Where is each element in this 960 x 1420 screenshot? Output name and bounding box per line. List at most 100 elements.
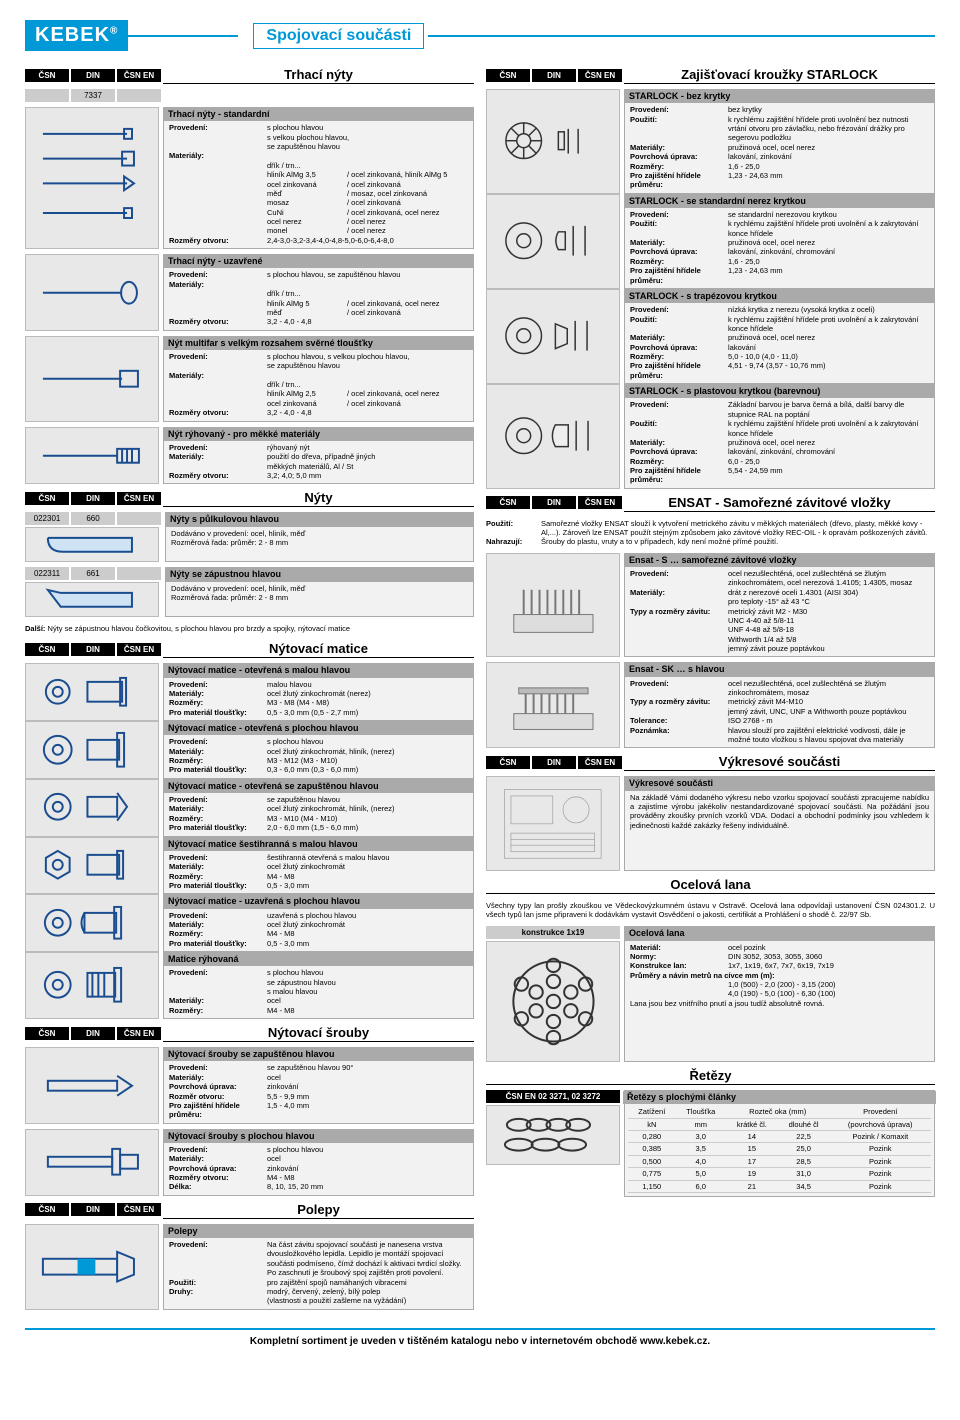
- row-trhaci-multifar: Nýt multifar s velkým rozsahem svěrné tl…: [25, 336, 474, 422]
- row-matice: Nýtovací matice - uzavřená s plochou hla…: [25, 894, 474, 952]
- product-image: [486, 194, 620, 289]
- section-header-srouby: ČSNDINČSN EN Nýtovací šrouby: [25, 1024, 474, 1042]
- box-title: STARLOCK - s trapézovou krytkou: [625, 290, 934, 303]
- box-title: Nýtovací matice - uzavřená s plochou hla…: [164, 895, 473, 908]
- product-image: [486, 553, 620, 658]
- section-title: Trhací nýty: [163, 66, 474, 84]
- product-image: [25, 582, 159, 617]
- lana-intro: Všechny typy lan prošly zkouškou ve Věde…: [486, 899, 935, 921]
- box-title: Výkresové součásti: [625, 777, 934, 790]
- section-header-matice: ČSNDINČSN EN Nýtovací matice: [25, 640, 474, 658]
- product-image: [25, 663, 159, 721]
- section-title: Výkresové součásti: [624, 753, 935, 771]
- row-ensat-1: Ensat - S … samořezné závitové vložky Pr…: [486, 553, 935, 658]
- section-title: Zajišťovací kroužky STARLOCK: [624, 66, 935, 84]
- col-csn: ČSN: [25, 69, 69, 82]
- row-matice: Nýtovací matice šestihranná s malou hlav…: [25, 837, 474, 895]
- box-title: Ocelová lana: [625, 927, 934, 940]
- row-starlock: STARLOCK - se standardní nerez krytkouPr…: [486, 194, 935, 289]
- box-title: Trhací nýty - standardní: [164, 108, 473, 121]
- product-image: [25, 1047, 159, 1124]
- section-header-trhaci: ČSN DIN ČSN EN Trhací nýty: [25, 66, 474, 84]
- product-image: [486, 89, 620, 194]
- product-image: [25, 427, 159, 485]
- product-image: [25, 1129, 159, 1196]
- box-title: Ensat - SK … s hlavou: [625, 663, 934, 676]
- section-header-vykres: ČSNDINČSN EN Výkresové součásti: [486, 753, 935, 771]
- box-title: Nýtovací matice - otevřená se zapuštěnou…: [164, 780, 473, 793]
- top-bar: KEBEK® Spojovací součásti: [25, 20, 935, 51]
- product-image: [25, 336, 159, 422]
- row-matice: Matice rýhovanáProvedení:s plochou hlavo…: [25, 952, 474, 1019]
- product-image: [25, 1224, 159, 1310]
- row-starlock: STARLOCK - s trapézovou krytkouProvedení…: [486, 289, 935, 384]
- divider: [428, 35, 935, 37]
- box-title: Řetězy s plochými články: [623, 1091, 936, 1104]
- row-trhaci-std: Trhací nýty - standardní Provedení:s plo…: [25, 107, 474, 249]
- section-header-starlock: ČSNDINČSN EN Zajišťovací kroužky STARLOC…: [486, 66, 935, 84]
- page-footer: Kompletní sortiment je uveden v tištěném…: [25, 1328, 935, 1347]
- section-title: Nýty: [163, 489, 474, 507]
- box-title: STARLOCK - s plastovou krytkou (barevnou…: [625, 385, 934, 398]
- code-row: 7337: [25, 89, 474, 102]
- section-title: Nýtovací šrouby: [163, 1024, 474, 1042]
- row-polepy: Polepy Provedení:Na část závitu spojovac…: [25, 1224, 474, 1310]
- product-image: [25, 952, 159, 1019]
- col-din: DIN: [71, 69, 115, 82]
- box-title: Nýty s půlkulovou hlavou: [166, 513, 473, 526]
- row-lana: konstrukce 1x19 Ocelová lana Materiál:oc…: [486, 926, 935, 1062]
- box-title: Nýt multifar s velkým rozsahem svěrné tl…: [164, 337, 473, 350]
- divider: [128, 35, 238, 37]
- chain-table: ZatíženíTloušťkaRozteč oka (mm)Provedení…: [628, 1106, 931, 1193]
- drawing-image: [486, 776, 620, 871]
- code-label: ČSN EN 02 3271, 02 3272: [486, 1090, 620, 1103]
- product-image: [25, 721, 159, 779]
- product-image: [486, 289, 620, 384]
- box-title: Nýtovací šrouby se zapuštěnou hlavou: [164, 1048, 473, 1061]
- box-title: Nýt rýhovaný - pro měkké materiály: [164, 428, 473, 441]
- row-matice: Nýtovací matice - otevřená se zapuštěnou…: [25, 779, 474, 837]
- row-vykres: Výkresové součásti Na základě Vámi dodan…: [486, 776, 935, 871]
- col-csnen: ČSN EN: [117, 69, 161, 82]
- row-matice: Nýtovací matice - otevřená s plochou hla…: [25, 721, 474, 779]
- box-title: Nýtovací matice - otevřená s malou hlavo…: [164, 664, 473, 677]
- section-title: Nýtovací matice: [163, 640, 474, 658]
- box-title: STARLOCK - bez krytky: [625, 90, 934, 103]
- box-title: Matice rýhovaná: [164, 953, 473, 966]
- box-title: STARLOCK - se standardní nerez krytkou: [625, 195, 934, 208]
- row-starlock: STARLOCK - s plastovou krytkou (barevnou…: [486, 384, 935, 489]
- box-title: Nýtovací matice šestihranná s malou hlav…: [164, 838, 473, 851]
- row-ensat-2: Ensat - SK … s hlavou Provedení:ocel nez…: [486, 662, 935, 748]
- row-retezy: ČSN EN 02 3271, 02 3272 Řetězy s plochým…: [486, 1090, 935, 1197]
- row-trhaci-ryh: Nýt rýhovaný - pro měkké materiály Prove…: [25, 427, 474, 485]
- product-image: [25, 527, 159, 562]
- row-nyty-1: 022301660 Nýty s půlkulovou hlavou Dodáv…: [25, 512, 474, 562]
- section-title: Řetězy: [486, 1067, 935, 1085]
- nyty-note: Další: Nýty se zápustnou hlavou čočkovit…: [25, 622, 474, 635]
- section-header-lana: Ocelová lana: [486, 876, 935, 894]
- product-image: [486, 384, 620, 489]
- section-title: Ocelová lana: [486, 876, 935, 894]
- box-title: Nýty se zápustnou hlavou: [166, 568, 473, 581]
- section-header-ensat: ČSNDINČSN EN ENSAT - Samořezné závitové …: [486, 494, 935, 512]
- product-image: [25, 837, 159, 895]
- brand-logo: KEBEK®: [25, 20, 128, 51]
- box-title: Trhací nýty - uzavřené: [164, 255, 473, 268]
- row-srouby-2: Nýtovací šrouby s plochou hlavou Provede…: [25, 1129, 474, 1196]
- product-image: [486, 662, 620, 748]
- product-image: [25, 779, 159, 837]
- row-trhaci-uzav: Trhací nýty - uzavřené Provedení:s ploch…: [25, 254, 474, 331]
- section-header-nyty: ČSNDINČSN EN Nýty: [25, 489, 474, 507]
- section-title: Polepy: [163, 1201, 474, 1219]
- box-title: Ensat - S … samořezné závitové vložky: [625, 554, 934, 567]
- ensat-intro: Použití:Samořezné vložky ENSAT slouží k …: [486, 517, 935, 548]
- box-title: Polepy: [164, 1225, 473, 1238]
- box-title: Nýtovací šrouby s plochou hlavou: [164, 1130, 473, 1143]
- product-image: [486, 941, 620, 1062]
- section-title: ENSAT - Samořezné závitové vložky: [624, 494, 935, 512]
- product-image: [25, 254, 159, 331]
- subheading: konstrukce 1x19: [486, 926, 620, 939]
- box-title: Nýtovací matice - otevřená s plochou hla…: [164, 722, 473, 735]
- page-title: Spojovací součásti: [253, 23, 424, 49]
- row-nyty-2: 022311661 Nýty se zápustnou hlavou Dodáv…: [25, 567, 474, 617]
